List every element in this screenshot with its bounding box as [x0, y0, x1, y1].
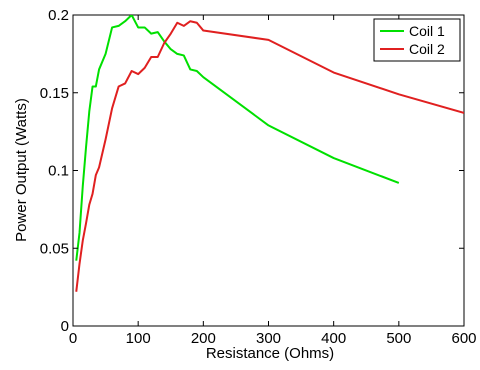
axis-ticks: 0 100 200 300 400 500 600 0 0.05 0.1 0.15 0.2	[40, 7, 477, 347]
y-tick-label: 0	[61, 318, 69, 335]
x-axis-label: Resistance (Ohms)	[206, 345, 334, 362]
x-tick-label: 100	[126, 330, 151, 347]
y-tick-label: 0.05	[40, 240, 69, 257]
y-tick-label: 0.2	[48, 7, 69, 24]
y-tick-label: 0.1	[48, 163, 69, 180]
legend-box	[373, 18, 461, 62]
x-tick-label: 600	[451, 330, 476, 347]
legend-label-1: Coil 1	[409, 23, 445, 39]
y-axis-label: Power Output (Watts)	[13, 98, 30, 242]
y-tick-label: 0.15	[40, 85, 69, 102]
series-lines	[75, 15, 464, 292]
legend: Coil 1 Coil 2	[373, 18, 461, 62]
axes-frame	[72, 14, 465, 327]
legend-label-2: Coil 2	[409, 41, 445, 57]
x-tick-label: 200	[191, 330, 216, 347]
x-tick-label: 0	[69, 330, 77, 347]
plot-area	[72, 14, 465, 327]
x-tick-label: 500	[386, 330, 411, 347]
x-tick-label: 300	[256, 330, 281, 347]
series-line-1	[75, 15, 400, 261]
x-tick-label: 400	[321, 330, 346, 347]
series-line-2	[75, 20, 464, 292]
